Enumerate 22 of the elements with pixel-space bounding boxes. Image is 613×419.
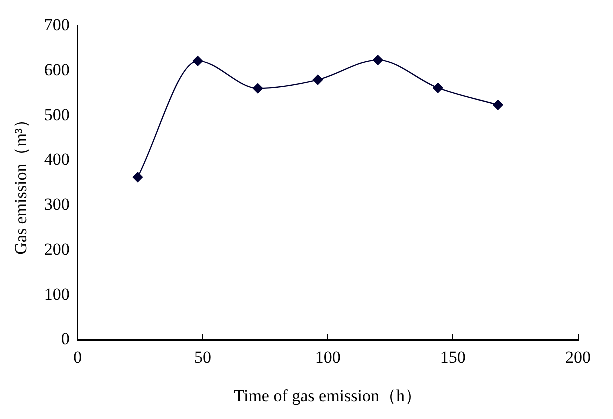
x-tick-label: 50 bbox=[194, 348, 212, 367]
point bbox=[433, 83, 444, 94]
point bbox=[312, 74, 324, 86]
point bbox=[373, 55, 384, 66]
x-tick-label: 0 bbox=[74, 348, 82, 367]
point bbox=[192, 56, 204, 66]
point bbox=[132, 172, 144, 182]
x-tick-label: 100 bbox=[315, 348, 341, 367]
y-tick-label: 600 bbox=[44, 60, 70, 80]
y-tick-label: 200 bbox=[44, 240, 70, 259]
x-tick-label: 150 bbox=[440, 348, 466, 367]
point bbox=[252, 83, 264, 94]
y-tick-label: 700 bbox=[44, 16, 70, 35]
x-axis-title: Time of gas emission（h） bbox=[234, 386, 422, 406]
y-tick-label: 100 bbox=[44, 284, 70, 304]
y-tick-label: 300 bbox=[44, 195, 70, 214]
point bbox=[493, 100, 504, 110]
y-tick-label: 400 bbox=[44, 150, 70, 170]
y-tick-label: 0 bbox=[61, 330, 70, 349]
y-axis-title: Gas emission（m³） bbox=[12, 111, 31, 255]
x-tick-label: 200 bbox=[566, 348, 591, 367]
y-tick-label: 500 bbox=[44, 105, 70, 124]
